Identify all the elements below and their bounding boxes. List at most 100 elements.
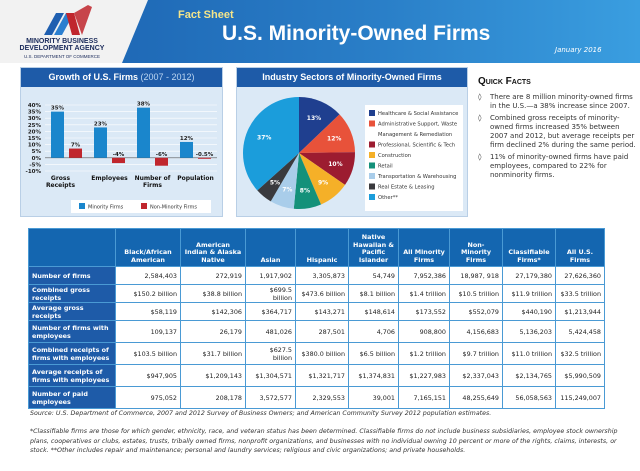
table-cell: $10.5 trillion [449, 284, 503, 303]
table-cell: 908,800 [398, 320, 450, 343]
page-title: U.S. Minority-Owned Firms [222, 22, 491, 45]
bar-data-label: -6% [156, 152, 168, 158]
pie-slice [299, 153, 346, 205]
legend-swatch [369, 141, 375, 148]
legend-swatch [369, 120, 375, 127]
legend-label: Construction [378, 153, 411, 159]
table-cell: $1,321,717 [295, 364, 349, 387]
footnote: *Classifiable firms are those for which … [30, 428, 618, 454]
table-cell: 3,572,577 [245, 386, 296, 409]
mbda-logo: MINORITY BUSINESS DEVELOPMENT AGENCY U.S… [0, 0, 148, 63]
table-cell: 5,136,203 [502, 320, 556, 343]
table-row: Combined receipts of firms with employee… [28, 342, 605, 365]
table-cell: 48,255,649 [449, 386, 503, 409]
table-cell: $552,079 [449, 302, 503, 321]
pie-slice-label: 37% [257, 134, 271, 141]
minority-bar [137, 107, 150, 158]
table-cell: 27,179,380 [502, 266, 556, 285]
publication-date: January 2016 [555, 46, 602, 54]
table-cell: 54,749 [348, 266, 399, 285]
column-header: American Indian & Alaska Native [180, 228, 246, 267]
pie-slice-label: 5% [270, 180, 280, 187]
bar-data-label: 35% [51, 106, 65, 112]
table-cell: 481,026 [245, 320, 296, 343]
table-cell: $2,337,043 [449, 364, 503, 387]
table-cell: $947,905 [115, 364, 181, 387]
column-header: Hispanic [295, 228, 349, 267]
table-cell: 208,178 [180, 386, 246, 409]
table-cell: $1,227,983 [398, 364, 450, 387]
legend-swatch [79, 203, 85, 209]
legend-label: Professional, Scientific & Tech [378, 143, 455, 149]
table-cell: $1,209,143 [180, 364, 246, 387]
y-tick-label: -5% [29, 162, 41, 168]
table-cell: $6.5 billion [348, 342, 399, 365]
table-row: Combined gross receipts $150.2 billion $38… [28, 284, 605, 303]
y-tick-label: 5% [32, 149, 42, 155]
table-cell: $31.7 billion [180, 342, 246, 365]
quick-fact-item: Combined gross receipts of minority-owne… [478, 114, 638, 150]
table-cell: 26,179 [180, 320, 246, 343]
table-cell: $8.1 billion [348, 284, 399, 303]
column-header: All Minority Firms [398, 228, 450, 267]
pie-chart-title: Industry Sectors of Minority-Owned Firms [237, 68, 467, 87]
column-header: Non-Minority Firms [449, 228, 503, 267]
y-tick-label: 0% [32, 156, 42, 162]
table-cell: 975,052 [115, 386, 181, 409]
org-name-line3: U.S. DEPARTMENT OF COMMERCE [23, 54, 100, 59]
table-cell: $150.2 billion [115, 284, 181, 303]
kicker: Fact Sheet [178, 9, 234, 21]
minority-bar [51, 111, 64, 158]
y-tick-label: 20% [28, 129, 42, 135]
legend-label: Other** [378, 195, 398, 201]
bar-data-label: 12% [180, 136, 194, 142]
pie-slice-label: 8% [300, 188, 310, 195]
table-cell: 2,329,553 [295, 386, 349, 409]
table-cell: $58,119 [115, 302, 181, 321]
table-cell: $9.7 trillion [449, 342, 503, 365]
industry-pie-chart: 13% 12% 10% 9% 8% 7%5% 37% Healthcare & Social … [243, 97, 463, 211]
y-tick-label: 25% [28, 123, 42, 129]
table-cell: $38.8 billion [180, 284, 246, 303]
pie-legend: Healthcare & Social Assistance Administra… [365, 105, 463, 211]
table-row: Average gross receipts $58,119 $142,306 $36… [28, 302, 605, 321]
column-header: All U.S. Firms [555, 228, 605, 267]
bar-data-label: -4% [113, 152, 125, 158]
legend-swatch [141, 203, 147, 209]
x-category-label: Population [177, 175, 214, 182]
pie-slice-label: 12% [327, 136, 341, 143]
pie-slice-label: 9% [318, 180, 328, 187]
quick-fact-item: There are 8 million minority-owned firms… [478, 93, 638, 111]
table-cell: $148,614 [348, 302, 399, 321]
table-row: Number of firms 2,584,403 272,919 1,917,902… [28, 266, 605, 285]
table-header-row: Black/African American American Indian & … [28, 228, 605, 267]
minority-bar [94, 127, 107, 158]
legend-swatch [369, 152, 375, 158]
growth-chart-panel: Growth of U.S. Firms (2007 - 2012) 40% 35… [20, 67, 223, 217]
table-cell: $1.2 trillion [398, 342, 450, 365]
table-cell: 1,917,902 [245, 266, 296, 285]
x-category-label: Employees [91, 175, 128, 182]
column-header: Native Hawaiian & Pacific Islander [348, 228, 399, 267]
table-cell: $5,990,509 [555, 364, 605, 387]
table-cell: $32.5 trillion [555, 342, 605, 365]
legend-label: Transportation & Warehousing [377, 174, 456, 180]
column-header: Asian [245, 228, 296, 267]
source-note: Source: U.S. Department of Commerce, 200… [30, 410, 492, 417]
table-cell: $440,190 [502, 302, 556, 321]
table-cell: 7,952,386 [398, 266, 450, 285]
table-cell: $173,552 [398, 302, 450, 321]
pie-slice-label: 13% [307, 115, 321, 122]
legend-swatch [369, 183, 375, 190]
table-cell: 5,424,458 [555, 320, 605, 343]
non-minority-bar [69, 148, 82, 158]
non-minority-bar [155, 157, 168, 166]
table-cell: 2,584,403 [115, 266, 181, 285]
table-row: Average receipts of firms with employees… [28, 364, 605, 387]
growth-chart-title: Growth of U.S. Firms (2007 - 2012) [21, 68, 222, 87]
pie-slice-label: 7% [282, 186, 292, 193]
mbda-logo-mark-icon [44, 5, 92, 35]
pie-slice [270, 153, 299, 209]
table-cell: 18,987, 918 [449, 266, 503, 285]
table-cell: $142,306 [180, 302, 246, 321]
